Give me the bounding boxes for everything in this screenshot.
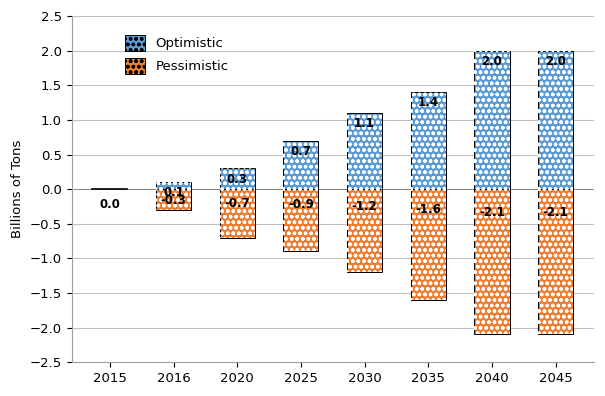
Bar <box>474 189 509 335</box>
Text: -0.7: -0.7 <box>224 197 250 210</box>
Bar <box>411 189 446 300</box>
Bar <box>156 189 191 210</box>
Legend: Optimistic, Pessimistic: Optimistic, Pessimistic <box>120 30 234 79</box>
Text: -1.2: -1.2 <box>352 200 378 213</box>
Bar <box>283 141 318 189</box>
Bar <box>538 51 573 189</box>
Bar <box>220 168 255 189</box>
Bar <box>156 182 191 189</box>
Bar <box>283 189 318 251</box>
Text: -2.1: -2.1 <box>543 206 569 219</box>
Text: 0.3: 0.3 <box>227 173 247 186</box>
Bar <box>283 141 318 189</box>
Bar <box>347 113 382 189</box>
Bar <box>538 51 573 189</box>
Bar <box>156 189 191 210</box>
Bar <box>474 189 509 335</box>
Text: 1.1: 1.1 <box>354 117 375 130</box>
Bar <box>474 51 509 189</box>
Text: 2.0: 2.0 <box>545 55 566 68</box>
Bar <box>283 189 318 251</box>
Bar <box>411 92 446 189</box>
Bar <box>220 168 255 189</box>
Bar <box>220 189 255 238</box>
Text: -2.1: -2.1 <box>479 206 505 219</box>
Text: 0.0: 0.0 <box>99 198 120 211</box>
Bar <box>156 182 191 189</box>
Bar <box>411 189 446 300</box>
Bar <box>538 189 573 335</box>
Text: -1.6: -1.6 <box>416 203 441 216</box>
Bar <box>474 51 509 189</box>
Text: 2.0: 2.0 <box>482 55 502 68</box>
Text: 1.4: 1.4 <box>418 96 439 109</box>
Bar <box>220 189 255 238</box>
Text: 0.7: 0.7 <box>290 145 312 158</box>
Bar <box>347 189 382 272</box>
Bar <box>347 189 382 272</box>
Text: -0.9: -0.9 <box>288 198 314 211</box>
Bar <box>411 92 446 189</box>
Text: -0.3: -0.3 <box>161 194 186 207</box>
Text: 0.1: 0.1 <box>163 187 184 199</box>
Bar <box>538 189 573 335</box>
Y-axis label: Billions of Tons: Billions of Tons <box>11 140 24 238</box>
Bar <box>347 113 382 189</box>
